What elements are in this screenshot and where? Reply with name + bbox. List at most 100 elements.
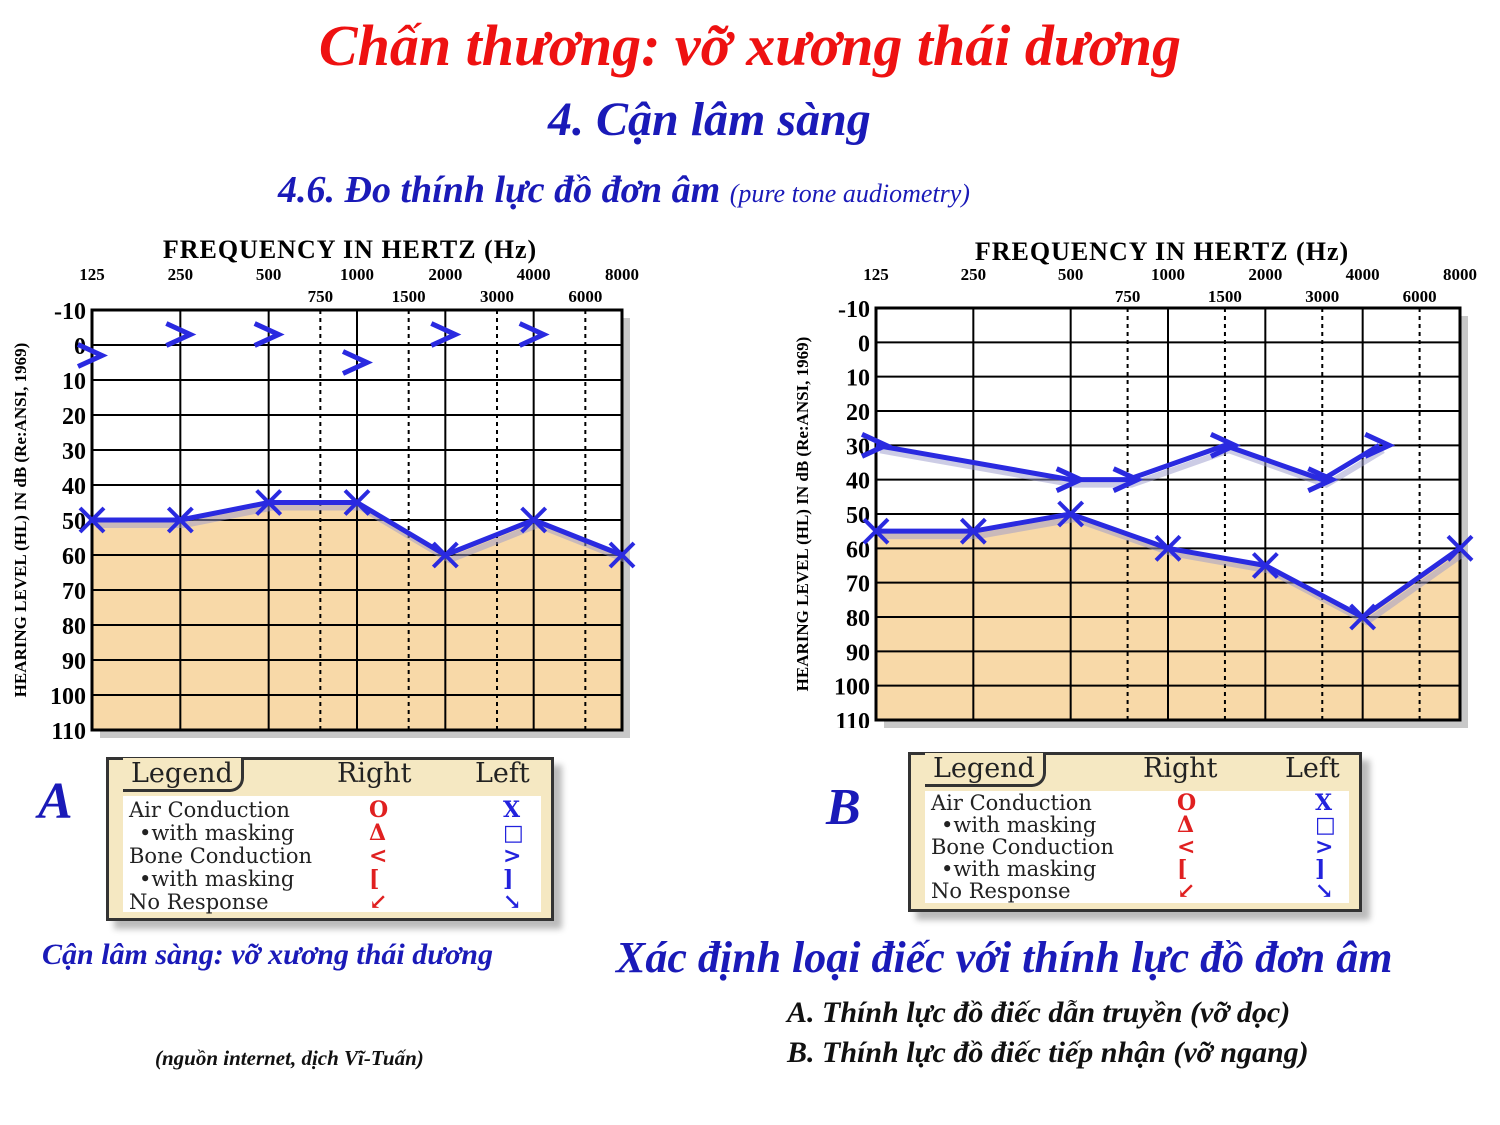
x-marker-stroke [255, 489, 283, 516]
x-minor-tick-label: 750 [1115, 287, 1141, 306]
x-marker [862, 517, 890, 545]
x-minor-tick-label: 1500 [1208, 287, 1242, 306]
x-marker-stroke [1349, 603, 1377, 631]
y-tick-label: 30 [62, 439, 86, 465]
x-minor-tick-label: 6000 [1403, 287, 1437, 306]
legend-row: No Response [931, 879, 1071, 903]
plot-border [874, 306, 1462, 722]
x-minor-tick-label: 750 [308, 287, 334, 306]
x-marker-stroke [959, 517, 987, 545]
arrow-down-right-icon: ↘ [503, 889, 522, 915]
left-bracket-icon: [ [369, 866, 380, 892]
circle-icon: O [1177, 790, 1197, 816]
x-tick-label: 4000 [517, 265, 551, 284]
y-axis-label: HEARING LEVEL (HL) IN dB (Re:ANSI, 1969) [11, 343, 30, 698]
x-marker [343, 489, 371, 516]
legend-left-header: Left [1285, 753, 1340, 784]
bone-conduction-marker [1055, 466, 1087, 493]
x-tick-label: 500 [256, 265, 282, 284]
bone-conduction-marker [430, 321, 462, 348]
x-minor-tick-label: 6000 [568, 287, 602, 306]
x-tick-label: 4000 [1346, 265, 1380, 284]
legend-row: •with masking [139, 821, 295, 845]
legend-row: •with masking [941, 813, 1097, 837]
legend-row: Bone Conduction [931, 835, 1114, 859]
legend-row: Air Conduction [931, 791, 1092, 815]
subtitle: 4. Cận lâm sàng [548, 93, 871, 146]
bone-conduction-marker [860, 432, 893, 459]
arrow-down-right-icon: ↘ [1315, 878, 1334, 904]
x-marker [1349, 603, 1377, 631]
legend-a: Legend Right Left Air Conduction •with m… [106, 757, 554, 921]
x-marker-stroke [343, 489, 371, 516]
bone-conduction-marker [518, 321, 550, 348]
x-marker [166, 506, 194, 534]
y-tick-label: 40 [846, 469, 870, 495]
y-tick-label: 90 [846, 640, 870, 666]
bone-conduction-marker [1112, 466, 1144, 493]
y-tick-label: -10 [54, 299, 86, 325]
series-line [875, 442, 1381, 483]
y-tick-label: 110 [51, 719, 86, 745]
x-minor-tick-label: 3000 [480, 287, 514, 306]
greater-than-icon: > [1315, 834, 1334, 860]
section-heading: 4.6. Đo thính lực đồ đơn âm (pure tone a… [278, 168, 970, 212]
y-tick-label: 40 [62, 474, 86, 500]
x-tick-label: 125 [79, 265, 105, 284]
section-note: (pure tone audiometry) [729, 179, 970, 208]
panel-a-letter: A [38, 773, 73, 830]
y-tick-label: 20 [62, 404, 86, 430]
x-marker [1251, 552, 1279, 579]
y-tick-label: 100 [834, 675, 870, 701]
x-tick-label: 250 [168, 265, 194, 284]
right-bracket-icon: ] [503, 866, 514, 892]
x-marker [1057, 500, 1085, 528]
x-tick-label: 125 [863, 265, 889, 284]
y-axis-label: HEARING LEVEL (HL) IN dB (Re:ANSI, 1969) [793, 337, 812, 692]
y-tick-label: 50 [846, 503, 870, 529]
x-marker-stroke [1251, 552, 1279, 579]
bone-conduction-marker [253, 321, 285, 348]
legend-row: •with masking [941, 857, 1097, 881]
y-tick-label: 80 [62, 614, 86, 640]
legend-left-header: Left [475, 758, 530, 789]
x-marker-stroke [166, 506, 194, 534]
legend-body: Air Conduction •with masking Bone Conduc… [123, 796, 541, 915]
x-minor-tick-label: 3000 [1305, 287, 1339, 306]
x-marker [959, 517, 987, 545]
legend-row: Bone Conduction [129, 844, 312, 868]
caption-right: Xác định loại điếc với thính lực đồ đơn … [616, 933, 1393, 982]
y-tick-label: 110 [835, 709, 870, 728]
bone-conduction-marker [165, 321, 197, 348]
legend-right-header: Right [337, 758, 412, 789]
legend-row: Air Conduction [129, 798, 290, 822]
y-tick-label: 0 [858, 331, 870, 357]
section-title: 4.6. Đo thính lực đồ đơn âm [278, 169, 721, 211]
left-bracket-icon: [ [1177, 856, 1188, 882]
y-tick-label: 80 [846, 606, 870, 632]
circle-icon: O [369, 797, 389, 823]
x-tick-label: 8000 [605, 265, 639, 284]
legend-row: •with masking [139, 867, 295, 891]
description-b: B. Thính lực đồ điếc tiếp nhận (vỡ ngang… [787, 1036, 1309, 1069]
x-tick-label: 2000 [1248, 265, 1282, 284]
x-marker-stroke [1446, 534, 1474, 562]
legend-title: Legend [123, 758, 244, 792]
panel-b-letter: B [826, 779, 861, 836]
square-icon: □ [503, 820, 524, 846]
greater-than-icon: > [503, 843, 522, 869]
x-marker-stroke [78, 506, 106, 534]
x-marker-stroke [431, 541, 459, 569]
y-tick-label: 70 [62, 579, 86, 605]
x-marker [431, 541, 459, 569]
bone-conduction-marker [341, 349, 374, 376]
y-tick-label: 100 [50, 684, 86, 710]
x-marker-stroke [862, 517, 890, 545]
x-icon: X [1315, 790, 1333, 816]
triangle-icon: Δ [369, 820, 387, 846]
bone-conduction-marker [1364, 432, 1396, 459]
chart-title: FREQUENCY IN HERTZ (Hz) [975, 237, 1349, 266]
less-than-icon: < [1177, 834, 1196, 860]
x-icon: X [503, 797, 521, 823]
